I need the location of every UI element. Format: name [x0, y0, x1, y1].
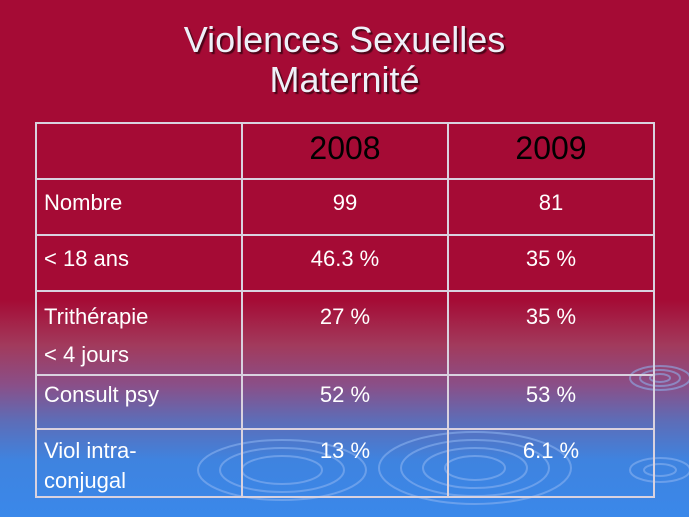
- cell-2008: 13 %: [241, 428, 449, 498]
- row-label-text: Consult psy: [44, 382, 159, 407]
- cell-value: 46.3 %: [310, 246, 380, 271]
- cell-value: 6.1 %: [522, 438, 580, 463]
- cell-2008: 99: [241, 178, 449, 236]
- row-label-text: < 18 ans: [44, 246, 130, 271]
- cell-2009: 81: [447, 178, 655, 236]
- cell-2009: 6.1 %: [447, 428, 655, 498]
- table-row: Consult psy 52 % 53 %: [35, 374, 655, 430]
- row-label-text-line-1: Viol intra-: [44, 438, 137, 463]
- row-label-viol-intra-conjugal: Viol intra- conjugal: [35, 428, 243, 498]
- cell-value: 53 %: [525, 382, 577, 407]
- corner-cell-text: [37, 124, 241, 132]
- cell-value: 35 %: [525, 304, 577, 329]
- statistics-table: 2008 2009 Nombre 99 81 < 18 ans 46.3 % 3…: [35, 122, 655, 498]
- cell-2008: 52 %: [241, 374, 449, 430]
- slide-title-line-1: Violences Sexuelles: [183, 19, 506, 60]
- cell-value: 13 %: [319, 438, 371, 463]
- cell-value: 81: [538, 190, 564, 215]
- row-label-text-line-2: conjugal: [44, 468, 126, 493]
- cell-2009: 53 %: [447, 374, 655, 430]
- year-2008-label: 2008: [309, 130, 381, 166]
- cell-2008: 46.3 %: [241, 234, 449, 292]
- slide-title: Violences Sexuelles Maternité: [0, 20, 689, 100]
- row-label-tritherapie: Trithérapie < 4 jours: [35, 290, 243, 376]
- table-header-row: 2008 2009: [35, 122, 655, 180]
- cell-2009: 35 %: [447, 234, 655, 292]
- column-header-2008: 2008: [241, 122, 449, 180]
- cell-value: 35 %: [525, 246, 577, 271]
- cell-value: 27 %: [319, 304, 371, 329]
- column-header-2009: 2009: [447, 122, 655, 180]
- cell-value: 52 %: [319, 382, 371, 407]
- table-row: < 18 ans 46.3 % 35 %: [35, 234, 655, 292]
- table-corner-cell: [35, 122, 243, 180]
- row-label-text: Nombre: [44, 190, 123, 215]
- cell-value: 99: [332, 190, 358, 215]
- slide-title-line-2: Maternité: [269, 59, 420, 100]
- cell-2009: 35 %: [447, 290, 655, 376]
- year-2009-label: 2009: [515, 130, 587, 166]
- row-label-text-line-2: < 4 jours: [44, 342, 129, 367]
- row-label-text-line-1: Trithérapie: [44, 304, 149, 329]
- table-row: Nombre 99 81: [35, 178, 655, 236]
- cell-2008: 27 %: [241, 290, 449, 376]
- table-row: Trithérapie < 4 jours 27 % 35 %: [35, 290, 655, 376]
- row-label-consult-psy: Consult psy: [35, 374, 243, 430]
- table-row: Viol intra- conjugal 13 % 6.1 %: [35, 428, 655, 498]
- row-label-under-18: < 18 ans: [35, 234, 243, 292]
- row-label-nombre: Nombre: [35, 178, 243, 236]
